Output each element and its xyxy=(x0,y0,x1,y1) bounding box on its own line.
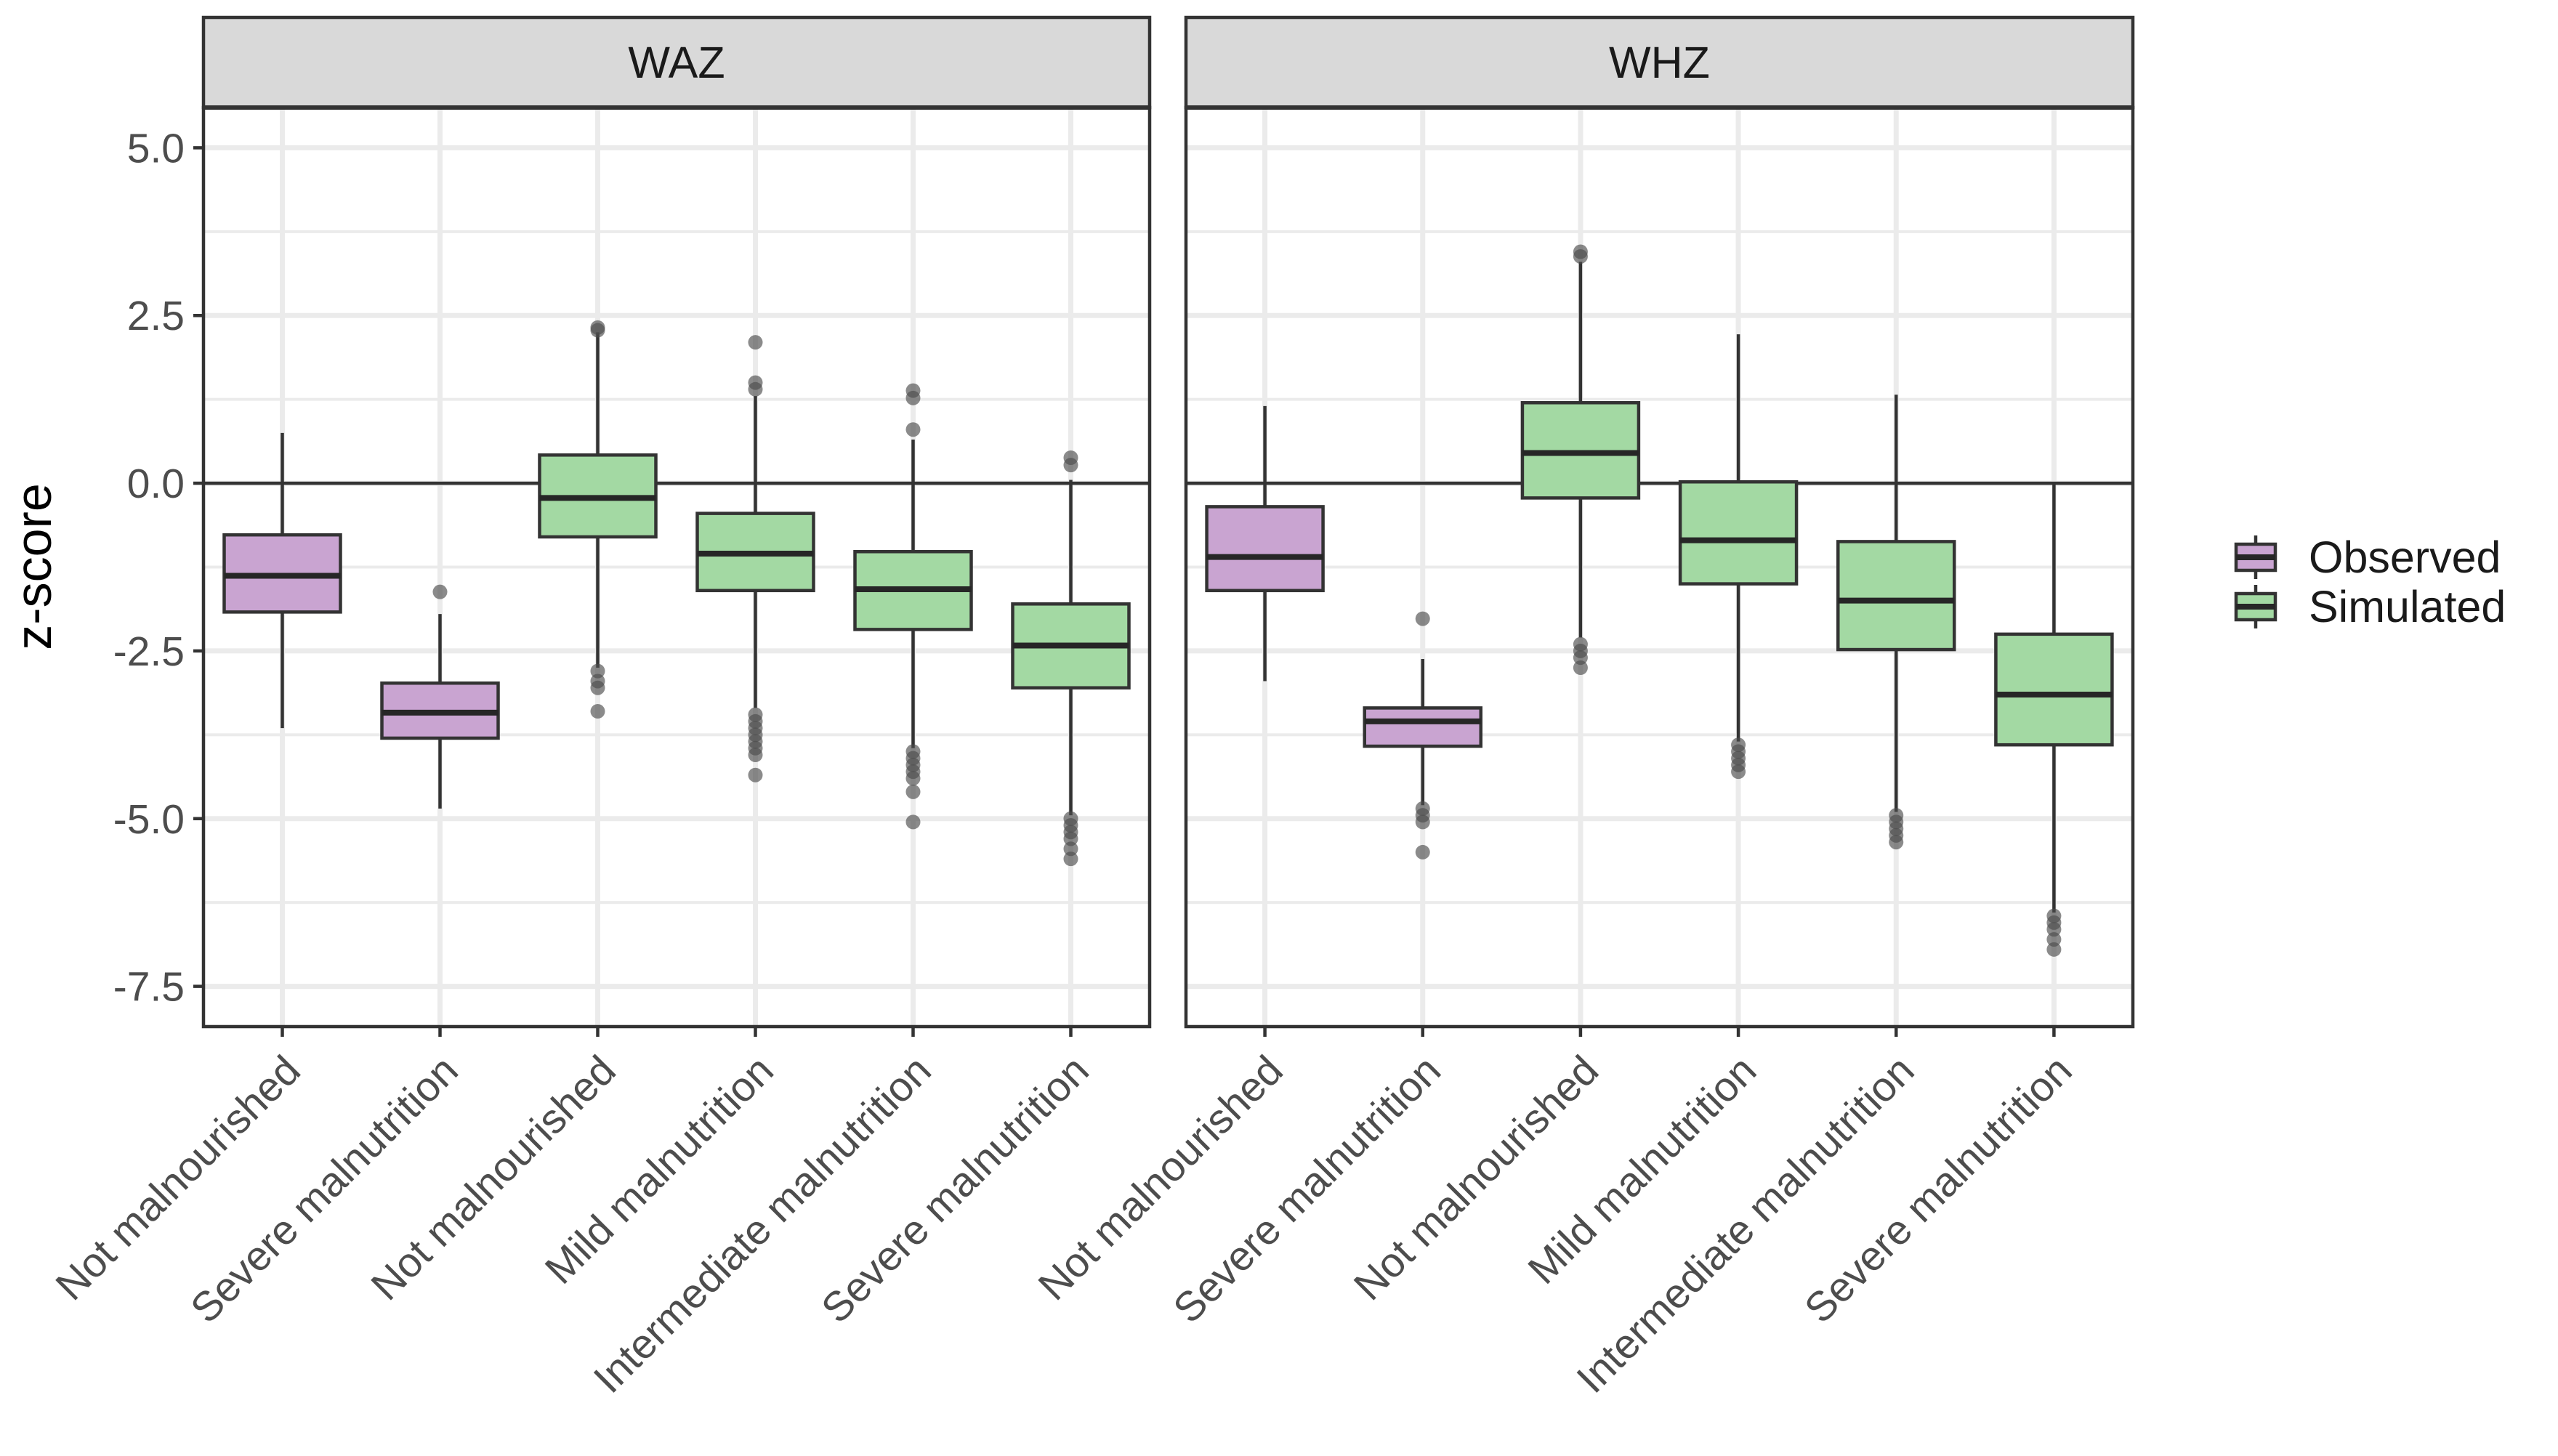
legend-entry-simulated: Simulated xyxy=(2234,582,2506,631)
outlier-point xyxy=(1063,852,1078,867)
outlier-point xyxy=(1731,764,1746,780)
outlier-point xyxy=(905,771,921,786)
outlier-point xyxy=(1573,650,1588,666)
x-tick-label: Severe malnutrition xyxy=(1164,1047,1449,1332)
x-tick-label: Severe malnutrition xyxy=(1796,1047,2081,1332)
outlier-point xyxy=(748,767,763,782)
box-observed-not-malnourished xyxy=(222,432,342,729)
box-body xyxy=(1363,706,1482,748)
y-axis-title: z-score xyxy=(5,483,62,650)
box-simulated-intermediate-malnutrition xyxy=(853,383,973,830)
y-tick-label: 2.5 xyxy=(127,293,185,339)
box-simulated-intermediate-malnutrition xyxy=(1836,395,1956,850)
outlier-point xyxy=(748,381,763,397)
outlier-point xyxy=(1415,814,1430,830)
outlier-point xyxy=(1063,841,1078,857)
box-simulated-severe-malnutrition xyxy=(1994,483,2114,957)
box-body xyxy=(1678,480,1799,586)
outlier-point xyxy=(2046,922,2062,937)
outlier-point xyxy=(905,814,921,830)
strip-header xyxy=(201,15,1152,110)
outlier-point xyxy=(590,323,605,338)
box-simulated-not-malnourished xyxy=(1520,244,1641,676)
legend-label: Observed xyxy=(2309,533,2501,582)
outlier-point xyxy=(590,663,605,679)
outlier-point xyxy=(1415,844,1430,860)
box-simulated-severe-malnutrition xyxy=(1011,450,1131,867)
box-simulated-not-malnourished xyxy=(538,320,658,719)
strip-label: WHZ xyxy=(1609,38,1710,87)
outlier-point xyxy=(905,390,921,405)
box-body xyxy=(1836,540,1956,652)
outlier-point xyxy=(748,335,763,350)
box-simulated-mild-malnutrition xyxy=(695,335,815,782)
box-body xyxy=(1205,505,1325,593)
outlier-point xyxy=(590,680,605,695)
y-tick-label: -5.0 xyxy=(113,796,185,843)
strip-label: WAZ xyxy=(628,38,725,87)
outlier-point xyxy=(2046,931,2062,947)
outlier-point xyxy=(1573,660,1588,676)
box-observed-severe-malnutrition xyxy=(380,584,500,809)
box-observed-severe-malnutrition xyxy=(1363,611,1482,860)
outlier-point xyxy=(1415,611,1430,626)
outlier-point xyxy=(748,748,763,763)
box-body xyxy=(1994,632,2114,747)
x-tick-label: Severe malnutrition xyxy=(182,1047,467,1332)
strip-header xyxy=(1184,15,2135,110)
outlier-point xyxy=(590,704,605,719)
box-simulated-mild-malnutrition xyxy=(1678,334,1799,780)
y-tick-label: -7.5 xyxy=(113,964,185,1011)
legend-label: Simulated xyxy=(2309,582,2506,631)
y-tick-label: -2.5 xyxy=(113,628,185,675)
outlier-point xyxy=(1889,835,1904,850)
y-tick-label: 0.0 xyxy=(127,461,185,507)
outlier-point xyxy=(1063,458,1078,473)
outlier-point xyxy=(432,584,448,599)
outlier-point xyxy=(905,422,921,437)
outlier-point xyxy=(1573,248,1588,264)
outlier-point xyxy=(2046,942,2062,957)
box-observed-not-malnourished xyxy=(1205,405,1325,682)
outlier-point xyxy=(1063,831,1078,846)
outlier-point xyxy=(905,784,921,799)
y-tick-label: 5.0 xyxy=(127,125,185,171)
legend-entry-observed: Observed xyxy=(2234,533,2501,582)
